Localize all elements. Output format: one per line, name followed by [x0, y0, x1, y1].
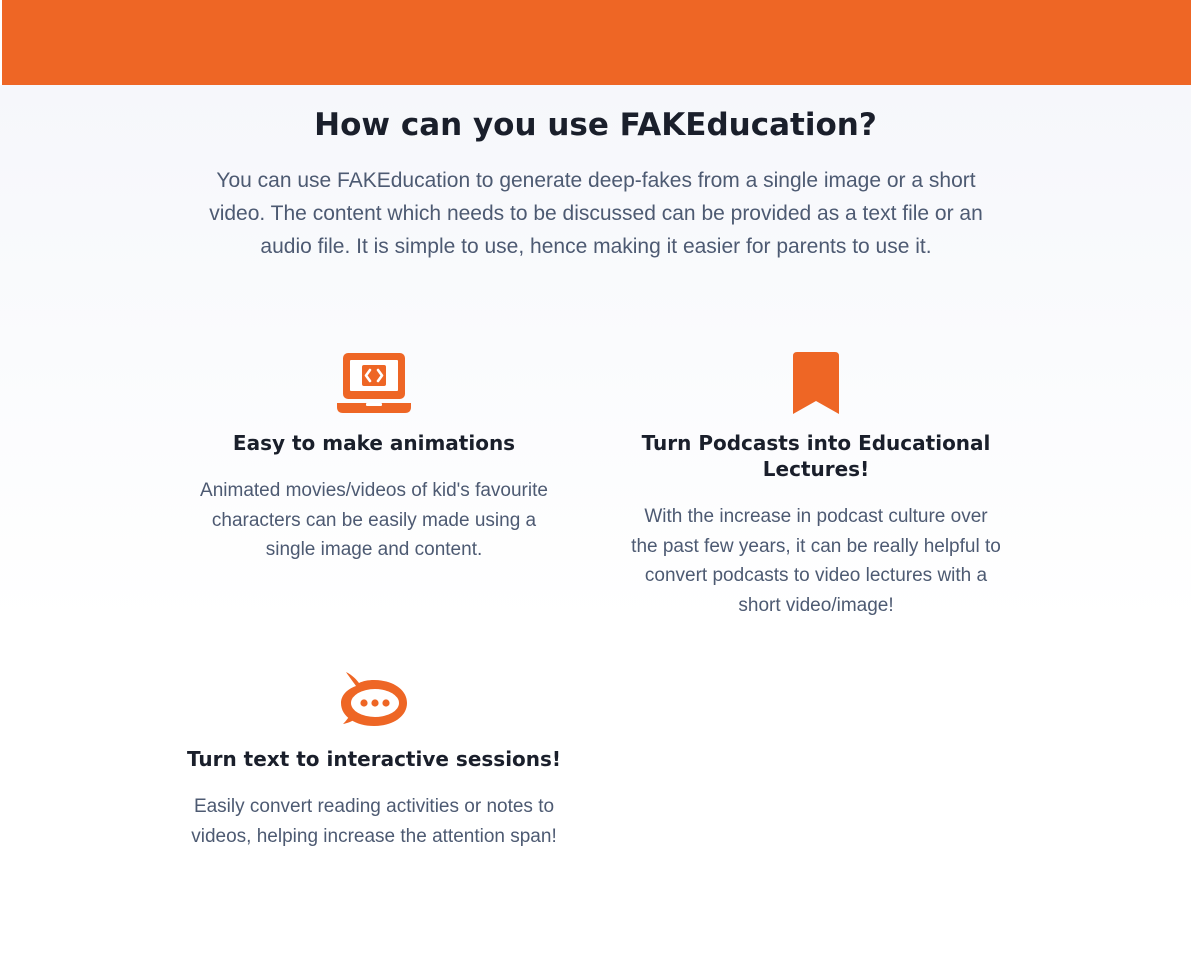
bookmark-icon: [793, 352, 839, 414]
feature-card-interactive: Turn text to interactive sessions! Easil…: [184, 670, 564, 851]
laptop-code-icon: [337, 353, 411, 413]
chat-bubble-icon: [341, 672, 407, 726]
feature-title: Turn Podcasts into Educational Lectures!: [641, 431, 991, 481]
section-title: How can you use FAKEducation?: [314, 107, 877, 143]
section-intro: You can use FAKEducation to generate dee…: [209, 169, 983, 258]
feature-card-animations: Easy to make animations Animated movies/…: [184, 352, 564, 565]
feature-title: Turn text to interactive sessions!: [186, 747, 562, 771]
feature-card-podcasts: Turn Podcasts into Educational Lectures!…: [626, 352, 1006, 620]
feature-description: Animated movies/videos of kid's favourit…: [200, 480, 548, 560]
feature-description: With the increase in podcast culture ove…: [631, 506, 1001, 616]
features-section: [0, 85, 1191, 954]
feature-title: Easy to make animations: [232, 431, 516, 455]
feature-description: Easily convert reading activities or not…: [191, 796, 557, 847]
top-banner: [2, 0, 1191, 85]
